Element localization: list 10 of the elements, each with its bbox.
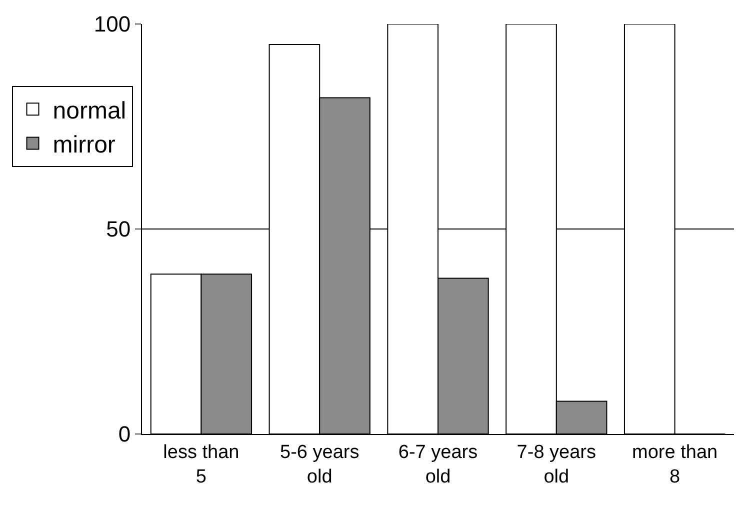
legend-label: normal <box>52 97 126 124</box>
x-tick-label: 6-7 years old <box>398 442 478 488</box>
legend-label: mirror <box>52 132 116 159</box>
x-tick-label: less than 5 <box>163 442 240 488</box>
y-tick-label: 0 <box>118 422 131 447</box>
y-tick-label: 50 <box>106 216 131 242</box>
x-tick-label: more than 8 <box>632 442 718 488</box>
x-tick-label: 7-8 years old <box>516 442 596 488</box>
x-tick-label: 5-6 years old <box>280 442 360 488</box>
y-tick-label: 100 <box>94 12 131 37</box>
